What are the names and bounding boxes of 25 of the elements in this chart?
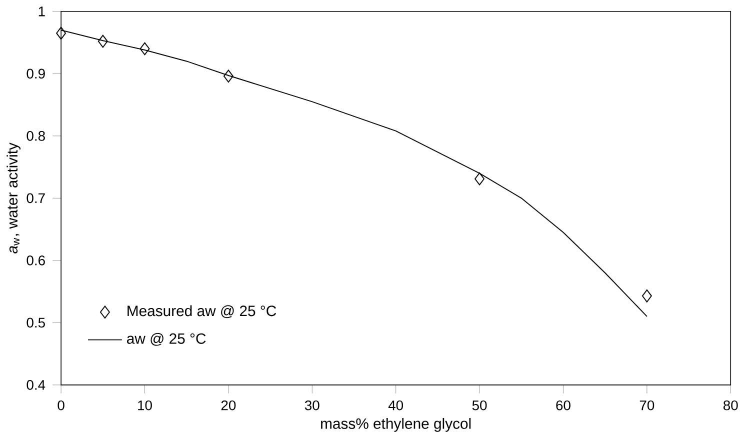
point [98,34,108,48]
point [642,289,652,302]
x-tick-label: 0 [58,400,64,410]
y-tick-label: 0.9 [26,68,45,78]
y-tick-label: 0.4 [26,380,46,390]
point [474,172,485,186]
x-tick-label: 40 [388,400,404,410]
point [223,69,234,82]
x-tick-label: 60 [556,400,570,410]
x-tick-label: 80 [723,400,738,410]
y-axis-title: a$_{w}$, water activity [6,142,21,254]
y-tick-label: 0.5 [26,318,45,328]
y-tick-label: 0.7 [26,193,45,203]
y-tick-label: 0.8 [26,130,45,141]
y-tick-label: 1 [38,6,45,16]
y-tick-label: 0.6 [26,255,45,266]
x-tick-label: 30 [304,400,320,410]
x-axis-title: mass% ethylene glycol [321,418,471,432]
x-tick-label: 50 [472,400,487,410]
x-tick-label: 10 [138,400,152,410]
legend-label: aw @ 25 °C [127,332,206,346]
legend-label: Measured aw @ 25 °C [128,305,276,318]
x-tick-label: 70 [640,400,654,410]
point [140,42,150,55]
x-tick-label: 20 [221,400,236,410]
